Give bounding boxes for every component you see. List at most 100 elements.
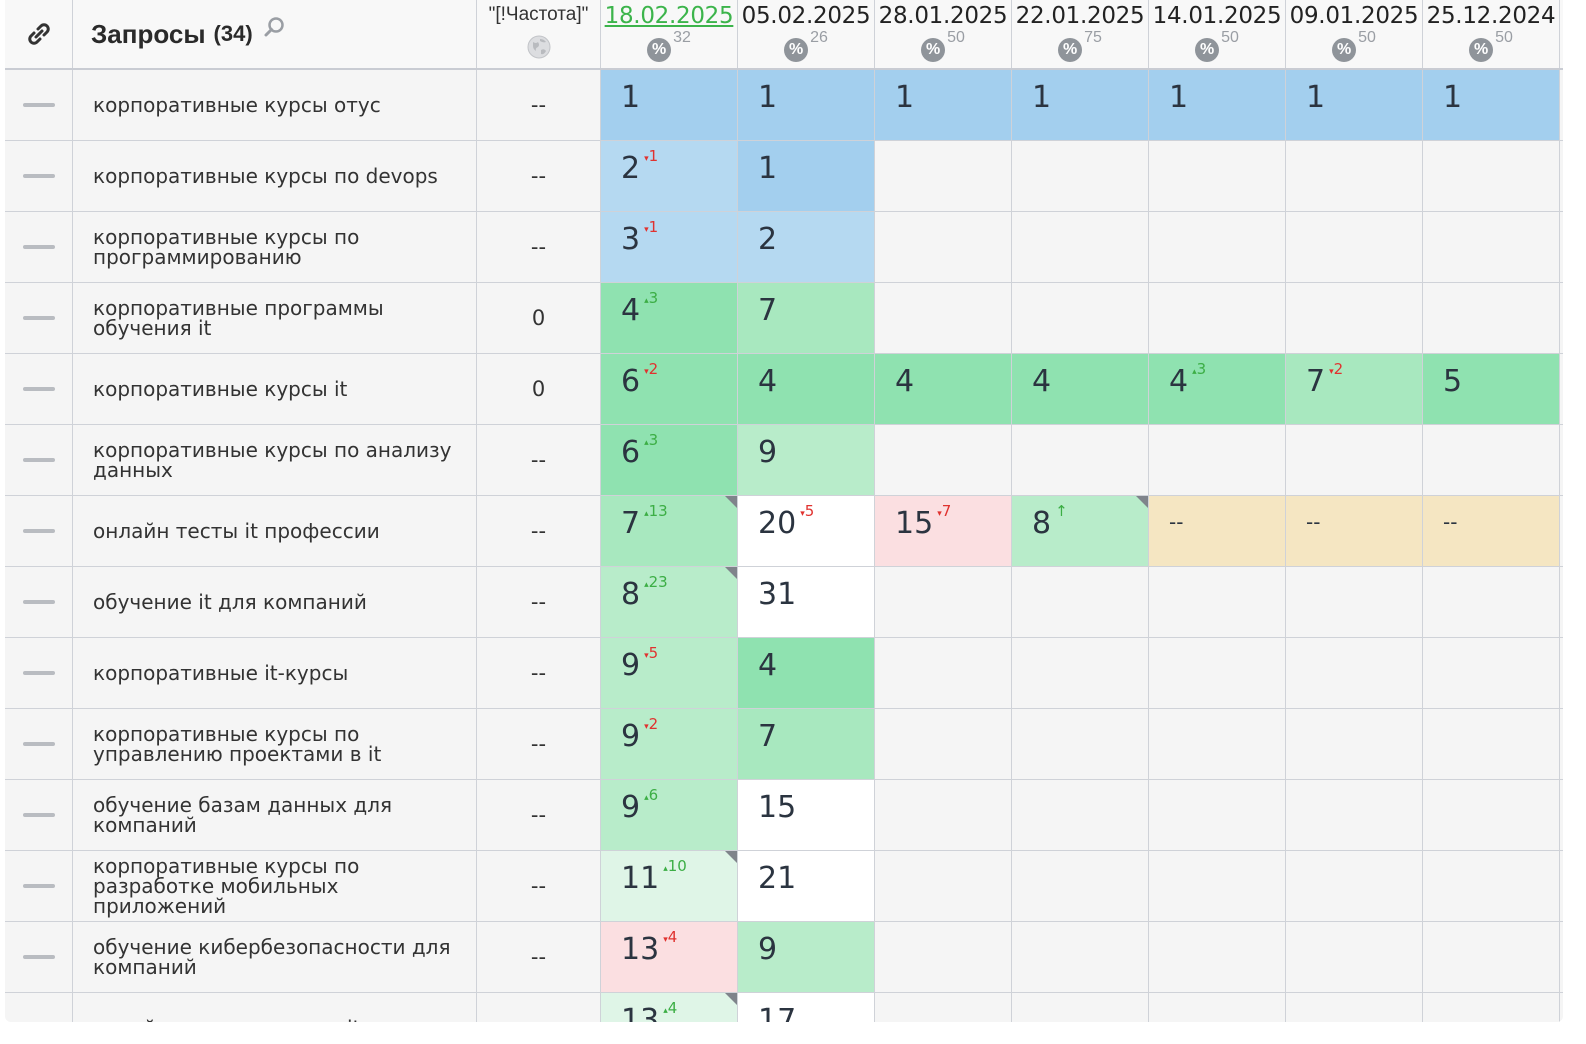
row-toggle[interactable] — [5, 212, 73, 282]
position-cell[interactable]: 9 ▾5 — [601, 638, 738, 708]
dash-icon[interactable] — [22, 600, 55, 604]
position-cell[interactable]: 1 — [738, 70, 875, 140]
query-text[interactable]: корпоративные программы обучения it — [93, 296, 384, 340]
date-column-header[interactable]: 18.02.2025% 32 — [601, 0, 738, 68]
frequency-header[interactable]: "[!Частота]" — [477, 0, 601, 68]
percent-badge[interactable]: % 50 — [875, 29, 1011, 62]
position-cell[interactable]: 1 — [1012, 70, 1149, 140]
dash-icon[interactable] — [22, 245, 55, 249]
percent-badge[interactable]: % 50 — [1286, 29, 1422, 62]
position-cell[interactable]: 8 ▴23 — [601, 567, 738, 637]
position-cell[interactable]: -- — [1149, 496, 1286, 566]
dash-icon[interactable] — [22, 884, 55, 888]
position-cell[interactable]: 6 ▾2 — [601, 354, 738, 424]
row-toggle[interactable] — [5, 70, 73, 140]
query-cell[interactable]: обучение базам данных для компаний — [73, 780, 477, 850]
percent-icon[interactable]: % — [1332, 38, 1357, 62]
row-toggle[interactable] — [5, 993, 73, 1022]
position-cell[interactable]: 1 — [1423, 70, 1560, 140]
percent-badge[interactable]: % 75 — [1012, 29, 1148, 62]
query-text[interactable]: корпоративные курсы отус — [93, 93, 381, 117]
note-corner-icon[interactable] — [725, 496, 737, 508]
position-cell[interactable]: 1 — [875, 70, 1012, 140]
position-cell[interactable]: 7 — [738, 709, 875, 779]
note-corner-icon[interactable] — [1136, 496, 1148, 508]
search-icon[interactable] — [261, 15, 287, 41]
dash-icon[interactable] — [22, 458, 55, 462]
row-toggle[interactable] — [5, 354, 73, 424]
query-text[interactable]: корпоративные курсы по анализу данных — [93, 438, 452, 482]
position-cell[interactable]: -- — [1423, 496, 1560, 566]
row-toggle[interactable] — [5, 496, 73, 566]
dash-icon[interactable] — [22, 955, 55, 959]
note-corner-icon[interactable] — [725, 567, 737, 579]
row-toggle[interactable] — [5, 425, 73, 495]
row-toggle[interactable] — [5, 780, 73, 850]
query-cell[interactable]: корпоративные курсы по программированию — [73, 212, 477, 282]
query-text[interactable]: корпоративные it-курсы — [93, 661, 349, 685]
position-cell[interactable]: 9 ▴6 — [601, 780, 738, 850]
position-cell[interactable]: 15 — [738, 780, 875, 850]
position-cell[interactable]: 9 ▾2 — [601, 709, 738, 779]
position-cell[interactable]: 1 — [1149, 70, 1286, 140]
dash-icon[interactable] — [22, 387, 55, 391]
date-column-header[interactable]: 25.12.2024% 50 — [1423, 0, 1560, 68]
percent-icon[interactable]: % — [647, 38, 672, 62]
row-toggle[interactable] — [5, 638, 73, 708]
query-text[interactable]: корпоративные курсы по разработке мобиль… — [93, 854, 360, 918]
position-cell[interactable]: 13 ▴4 — [601, 993, 738, 1022]
position-cell[interactable]: 6 ▴3 — [601, 425, 738, 495]
percent-badge[interactable]: % 50 — [1423, 29, 1559, 62]
dash-icon[interactable] — [22, 174, 55, 178]
dash-icon[interactable] — [22, 813, 55, 817]
position-cell[interactable]: 4 ▴3 — [1149, 354, 1286, 424]
percent-badge[interactable]: % 50 — [1149, 29, 1285, 62]
query-text[interactable]: корпоративные курсы it — [93, 377, 348, 401]
dash-icon[interactable] — [22, 103, 55, 107]
query-text[interactable]: обучение it для компаний — [93, 590, 367, 614]
percent-icon[interactable]: % — [1195, 38, 1220, 62]
position-cell[interactable]: 17 — [738, 993, 875, 1022]
position-cell[interactable]: 13 ▾4 — [601, 922, 738, 992]
percent-badge[interactable]: % 26 — [738, 29, 874, 62]
query-text[interactable]: обучение базам данных для компаний — [93, 793, 393, 837]
position-cell[interactable]: 8 ↑ — [1012, 496, 1149, 566]
query-cell[interactable]: корпоративные курсы it — [73, 354, 477, 424]
position-cell[interactable]: 4 ▴3 — [601, 283, 738, 353]
position-cell[interactable]: 9 — [738, 425, 875, 495]
note-corner-icon[interactable] — [725, 851, 737, 863]
note-corner-icon[interactable] — [725, 993, 737, 1005]
percent-icon[interactable]: % — [784, 38, 809, 62]
position-cell[interactable]: 4 — [1012, 354, 1149, 424]
query-text[interactable]: онлайн корпоративные it курсы — [93, 1018, 430, 1022]
position-cell[interactable]: 21 — [738, 851, 875, 921]
position-cell[interactable]: 3 ▾1 — [601, 212, 738, 282]
query-cell[interactable]: онлайн корпоративные it курсы — [73, 993, 477, 1022]
row-toggle[interactable] — [5, 567, 73, 637]
query-text[interactable]: корпоративные курсы по devops — [93, 164, 438, 188]
position-cell[interactable]: 11 ▴10 — [601, 851, 738, 921]
position-cell[interactable]: 31 — [738, 567, 875, 637]
dash-icon[interactable] — [22, 316, 55, 320]
query-text[interactable]: обучение кибербезопасности для компаний — [93, 935, 451, 979]
query-cell[interactable]: онлайн тесты it профессии — [73, 496, 477, 566]
position-cell[interactable]: 15 ▾7 — [875, 496, 1012, 566]
query-cell[interactable]: обучение it для компаний — [73, 567, 477, 637]
query-cell[interactable]: корпоративные курсы по devops — [73, 141, 477, 211]
link-icon[interactable] — [24, 19, 54, 49]
date-column-header[interactable]: 28.01.2025% 50 — [875, 0, 1012, 68]
date-column-header[interactable]: 09.01.2025% 50 — [1286, 0, 1423, 68]
position-cell[interactable]: 2 ▾1 — [601, 141, 738, 211]
position-cell[interactable]: 9 — [738, 922, 875, 992]
percent-icon[interactable]: % — [921, 38, 946, 62]
position-cell[interactable]: 2 — [738, 212, 875, 282]
query-text[interactable]: корпоративные курсы по управлению проект… — [93, 722, 382, 766]
query-cell[interactable]: корпоративные it-курсы — [73, 638, 477, 708]
query-cell[interactable]: корпоративные курсы отус — [73, 70, 477, 140]
position-cell[interactable]: 7 — [738, 283, 875, 353]
dash-icon[interactable] — [22, 742, 55, 746]
date-column-header[interactable]: 14.01.2025% 50 — [1149, 0, 1286, 68]
date-column-header[interactable]: 05.02.2025% 26 — [738, 0, 875, 68]
query-cell[interactable]: обучение кибербезопасности для компаний — [73, 922, 477, 992]
position-cell[interactable]: 7 ▴13 — [601, 496, 738, 566]
